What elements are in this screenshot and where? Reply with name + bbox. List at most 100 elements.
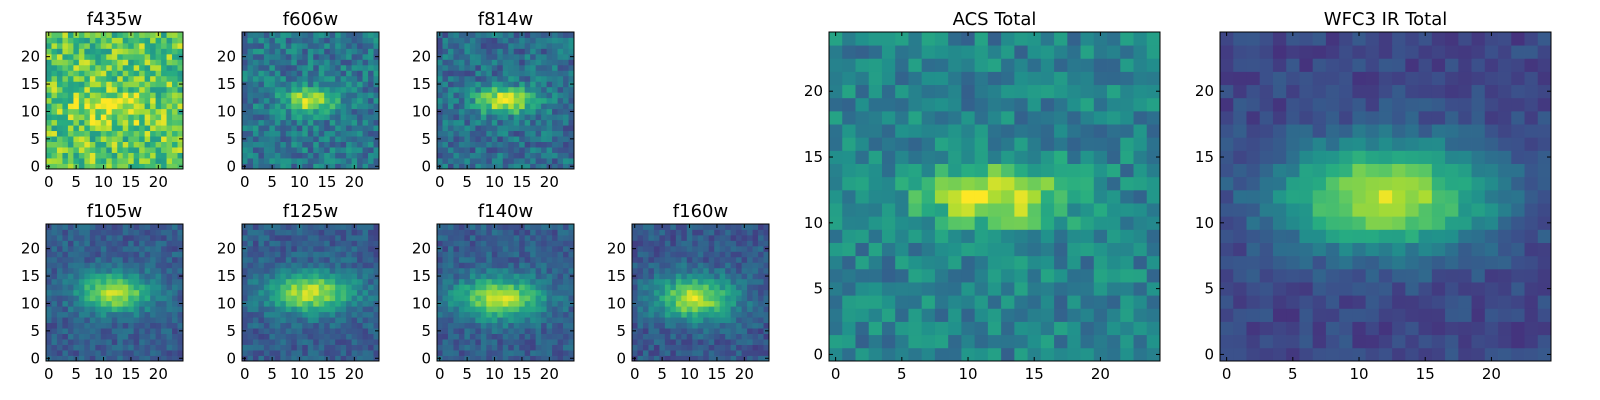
heatmap-cell: [263, 97, 270, 104]
heatmap-cell: [725, 245, 732, 252]
y-tick-label: 10: [607, 294, 626, 312]
heatmap-cell: [1054, 334, 1068, 349]
y-tick-label: 10: [412, 102, 431, 120]
heatmap-cell: [475, 92, 482, 99]
heatmap-cell: [475, 114, 482, 121]
heatmap-cell: [552, 333, 558, 340]
heatmap-cell: [51, 300, 58, 307]
heatmap-cell: [552, 350, 558, 356]
heatmap-cell: [486, 344, 493, 351]
heatmap-cell: [692, 267, 699, 274]
heatmap-cell: [1001, 216, 1015, 230]
heatmap-cell: [464, 86, 471, 93]
heatmap-cell: [62, 136, 69, 142]
heatmap-cell: [346, 234, 352, 241]
heatmap-cell: [895, 216, 909, 230]
heatmap-cell: [285, 32, 292, 38]
heatmap-cell: [172, 339, 178, 345]
heatmap-cell: [302, 141, 309, 148]
heatmap-cell: [563, 355, 569, 362]
heatmap-cell: [763, 306, 770, 313]
heatmap-cell: [546, 311, 553, 318]
heatmap-cell: [89, 251, 96, 258]
heatmap-cell: [497, 289, 504, 296]
heatmap-cell: [829, 295, 843, 309]
heatmap-cell: [987, 282, 1002, 296]
heatmap-cell: [172, 311, 178, 318]
heatmap-cell: [480, 240, 487, 247]
heatmap-cell: [252, 300, 259, 307]
heatmap-cell: [100, 130, 107, 137]
heatmap-cell: [73, 75, 80, 82]
heatmap-cell: [1080, 308, 1095, 322]
heatmap-cell: [357, 130, 363, 137]
heatmap-cell: [100, 141, 107, 148]
heatmap-cell: [458, 234, 465, 241]
heatmap-cell: [730, 267, 737, 274]
heatmap-cell: [335, 245, 342, 252]
heatmap-cell: [758, 311, 764, 318]
heatmap-cell: [681, 284, 688, 291]
heatmap-cell: [659, 300, 666, 307]
heatmap-cell: [296, 147, 303, 153]
heatmap-cell: [346, 317, 352, 324]
heatmap-cell: [357, 240, 363, 247]
heatmap-cell: [111, 103, 118, 110]
heatmap-cell: [67, 344, 74, 351]
heatmap-cell: [144, 152, 151, 159]
heatmap-cell: [552, 344, 558, 351]
heatmap-cell: [67, 86, 74, 93]
heatmap-cell: [659, 328, 666, 334]
heatmap-cell: [464, 147, 471, 153]
heatmap-cell: [242, 262, 248, 269]
heatmap-cell: [546, 322, 553, 329]
heatmap-cell: [280, 97, 287, 104]
heatmap-cell: [1093, 308, 1108, 322]
heatmap-cell: [670, 306, 677, 313]
heatmap-cell: [535, 311, 542, 318]
heatmap-cell: [546, 141, 553, 148]
heatmap-cell: [961, 163, 976, 178]
heatmap-cell: [89, 311, 96, 318]
heatmap-cell: [150, 152, 156, 159]
heatmap-cell: [552, 97, 558, 104]
heatmap-cell: [155, 328, 162, 334]
heatmap-cell: [307, 328, 314, 334]
heatmap-cell: [1107, 308, 1121, 322]
heatmap-cell: [335, 81, 342, 88]
heatmap-cell: [313, 70, 320, 77]
y-tick-label: 5: [226, 130, 236, 148]
heatmap-cell: [133, 114, 140, 121]
heatmap-cell: [285, 262, 292, 269]
heatmap-cell: [664, 262, 671, 269]
heatmap-cell: [530, 339, 537, 345]
heatmap-cell: [502, 53, 509, 60]
heatmap-cell: [351, 322, 358, 329]
heatmap-cell: [133, 267, 140, 274]
heatmap-cell: [546, 130, 553, 137]
heatmap-cell: [442, 350, 449, 356]
heatmap-cell: [741, 339, 748, 345]
heatmap-cell: [497, 163, 504, 170]
x-tick-label: 10: [94, 173, 113, 191]
heatmap-cell: [1120, 189, 1134, 204]
heatmap-cell: [89, 59, 96, 66]
heatmap-cell: [177, 251, 184, 258]
heatmap-cell: [453, 37, 460, 44]
heatmap-cell: [664, 344, 671, 351]
heatmap-cell: [357, 245, 363, 252]
heatmap-cell: [442, 328, 449, 334]
heatmap-cell: [921, 295, 936, 309]
heatmap-cell: [1014, 163, 1028, 178]
heatmap-cell: [95, 344, 102, 351]
heatmap-cell: [362, 306, 369, 313]
heatmap-cell: [758, 344, 764, 351]
heatmap-cell: [486, 42, 493, 49]
heatmap-cell: [269, 278, 276, 285]
heatmap-cell: [78, 108, 85, 115]
heatmap-cell: [296, 300, 303, 307]
heatmap-cell: [563, 130, 569, 137]
heatmap-cell: [73, 59, 80, 66]
heatmap-cell: [855, 176, 870, 191]
heatmap-cell: [442, 273, 449, 280]
